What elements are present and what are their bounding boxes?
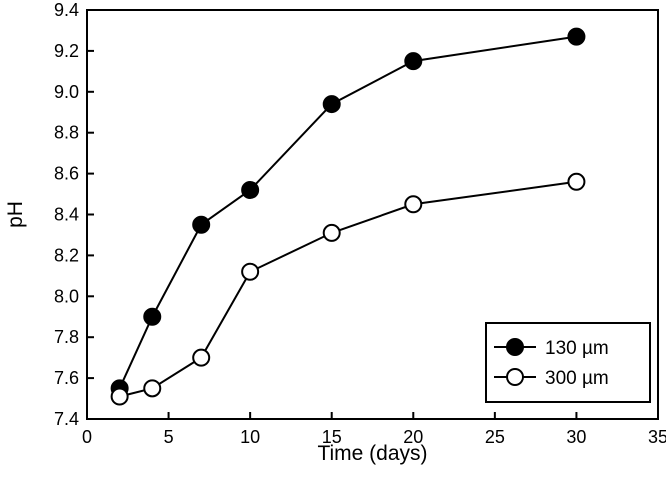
y-tick-label: 9.0 <box>54 82 79 102</box>
y-tick-label: 7.8 <box>54 327 79 347</box>
y-tick-label: 8.6 <box>54 164 79 184</box>
legend: 130 µm 300 µm <box>485 322 651 403</box>
y-tick-label: 8.2 <box>54 245 79 265</box>
legend-label-300um: 300 µm <box>545 368 609 389</box>
legend-marker-300um <box>506 368 524 386</box>
legend-box <box>485 322 651 403</box>
y-tick-label: 7.4 <box>54 409 79 429</box>
y-tick-label: 9.2 <box>54 41 79 61</box>
data-point <box>143 379 162 398</box>
y-axis-ticks: 7.4 7.6 7.8 8.0 8.2 8.4 8.6 8.8 9.0 9.2 9.4 <box>54 0 94 429</box>
x-axis-title: Time (days) <box>317 442 427 465</box>
series-layer <box>110 27 586 406</box>
x-tick-label: 20 <box>403 427 423 447</box>
legend-label-130um: 130 µm <box>545 338 609 359</box>
y-tick-label: 8.8 <box>54 123 79 143</box>
data-point <box>404 52 423 71</box>
legend-marker-130um <box>506 338 524 356</box>
y-tick-label: 8.4 <box>54 205 79 225</box>
data-point <box>143 307 162 326</box>
data-point <box>241 262 260 281</box>
data-point <box>110 387 129 406</box>
x-tick-label: 30 <box>566 427 586 447</box>
x-tick-label: 25 <box>485 427 505 447</box>
y-axis-title: pH <box>4 201 27 228</box>
x-tick-label: 35 <box>648 427 666 447</box>
data-point <box>567 172 586 191</box>
data-point <box>241 180 260 199</box>
x-axis-ticks: 0 5 10 15 20 25 30 35 <box>82 412 666 447</box>
data-point <box>192 348 211 367</box>
x-tick-label: 5 <box>164 427 174 447</box>
series-1 <box>110 172 586 406</box>
x-tick-label: 10 <box>240 427 260 447</box>
x-tick-label: 15 <box>322 427 342 447</box>
y-tick-label: 7.6 <box>54 368 79 388</box>
x-tick-label: 0 <box>82 427 92 447</box>
data-point <box>404 195 423 214</box>
data-point <box>322 95 341 114</box>
data-point <box>567 27 586 46</box>
data-point <box>322 223 341 242</box>
y-tick-label: 9.4 <box>54 0 79 20</box>
y-tick-label: 8.0 <box>54 286 79 306</box>
data-point <box>192 215 211 234</box>
